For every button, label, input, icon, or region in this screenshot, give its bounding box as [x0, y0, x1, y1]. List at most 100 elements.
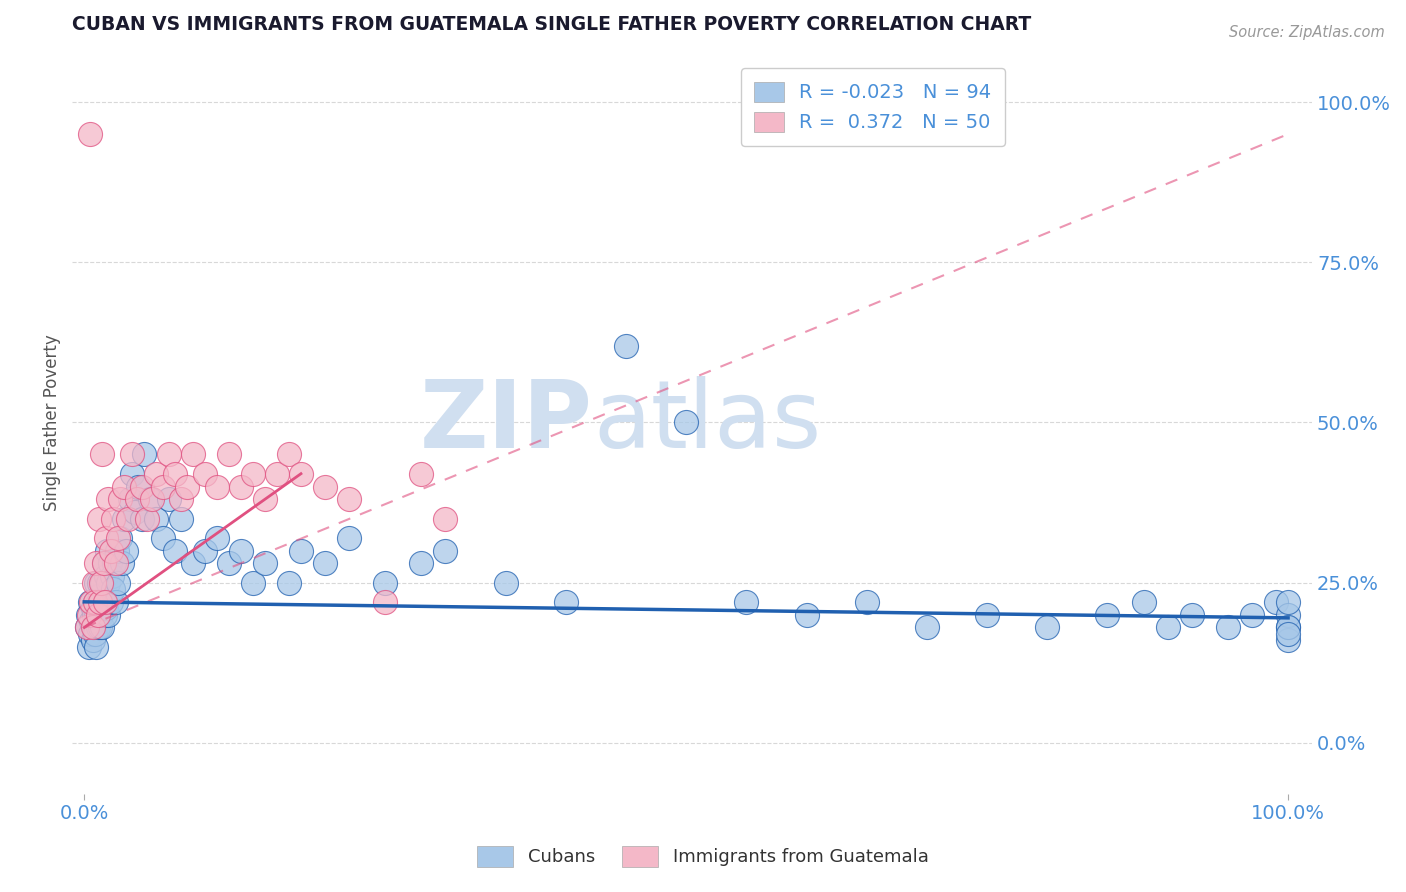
Point: [79, 627, 101, 641]
Point: [121, 448, 143, 462]
Point: [96, 543, 118, 558]
Point: [93, 595, 115, 609]
Point: [614, 338, 637, 352]
Point: [76, 620, 98, 634]
Point: [107, 531, 129, 545]
Point: [98, 557, 121, 571]
Point: [77, 607, 100, 622]
Point: [86, 620, 108, 634]
Point: [796, 607, 818, 622]
Point: [82, 620, 104, 634]
Point: [1277, 595, 1299, 609]
Point: [89, 620, 111, 634]
Text: Source: ZipAtlas.com: Source: ZipAtlas.com: [1229, 25, 1385, 40]
Text: CUBAN VS IMMIGRANTS FROM GUATEMALA SINGLE FATHER POVERTY CORRELATION CHART: CUBAN VS IMMIGRANTS FROM GUATEMALA SINGL…: [72, 15, 1032, 34]
Point: [77, 640, 100, 654]
Point: [181, 448, 204, 462]
Point: [93, 557, 115, 571]
Point: [411, 467, 433, 481]
Point: [84, 575, 107, 590]
Point: [1181, 607, 1204, 622]
Point: [86, 595, 108, 609]
Point: [94, 569, 117, 583]
Text: atlas: atlas: [593, 376, 821, 468]
Point: [242, 467, 264, 481]
Point: [117, 511, 139, 525]
Point: [83, 620, 105, 634]
Point: [1240, 607, 1263, 622]
Point: [89, 595, 111, 609]
Point: [107, 575, 129, 590]
Point: [1277, 627, 1299, 641]
Point: [139, 492, 162, 507]
Point: [277, 575, 299, 590]
Point: [110, 492, 132, 507]
Point: [93, 595, 115, 609]
Point: [277, 448, 299, 462]
Legend: Cubans, Immigrants from Guatemala: Cubans, Immigrants from Guatemala: [470, 838, 936, 874]
Point: [229, 543, 252, 558]
Point: [86, 607, 108, 622]
Point: [93, 607, 115, 622]
Point: [976, 607, 998, 622]
Point: [94, 601, 117, 615]
Point: [82, 601, 104, 615]
Point: [290, 467, 312, 481]
Point: [84, 557, 107, 571]
Point: [194, 467, 217, 481]
Point: [89, 589, 111, 603]
Point: [91, 448, 114, 462]
Point: [1097, 607, 1119, 622]
Point: [112, 479, 135, 493]
Point: [131, 479, 153, 493]
Point: [1277, 607, 1299, 622]
Point: [374, 575, 396, 590]
Point: [84, 595, 107, 609]
Point: [97, 575, 120, 590]
Point: [105, 543, 128, 558]
Text: ZIP: ZIP: [420, 376, 593, 468]
Point: [127, 479, 149, 493]
Point: [90, 595, 112, 609]
Point: [101, 582, 124, 596]
Point: [110, 531, 132, 545]
Point: [104, 557, 127, 571]
Point: [1216, 620, 1239, 634]
Point: [79, 127, 101, 141]
Point: [112, 511, 135, 525]
Point: [91, 620, 114, 634]
Point: [169, 492, 191, 507]
Point: [152, 531, 174, 545]
Point: [253, 492, 276, 507]
Point: [290, 543, 312, 558]
Point: [337, 531, 360, 545]
Point: [242, 575, 264, 590]
Point: [855, 595, 877, 609]
Point: [84, 595, 107, 609]
Point: [82, 633, 104, 648]
Point: [103, 557, 125, 571]
Point: [554, 595, 576, 609]
Point: [93, 557, 115, 571]
Point: [229, 479, 252, 493]
Point: [374, 595, 396, 609]
Point: [314, 557, 336, 571]
Point: [87, 511, 110, 525]
Point: [131, 511, 153, 525]
Point: [1157, 620, 1180, 634]
Point: [97, 492, 120, 507]
Point: [87, 607, 110, 622]
Point: [127, 492, 149, 507]
Point: [100, 595, 122, 609]
Point: [157, 492, 180, 507]
Y-axis label: Single Father Poverty: Single Father Poverty: [44, 334, 60, 511]
Point: [118, 492, 141, 507]
Point: [735, 595, 758, 609]
Point: [115, 543, 138, 558]
Point: [495, 575, 517, 590]
Point: [1132, 595, 1154, 609]
Point: [434, 511, 457, 525]
Point: [1036, 620, 1059, 634]
Point: [314, 479, 336, 493]
Point: [337, 492, 360, 507]
